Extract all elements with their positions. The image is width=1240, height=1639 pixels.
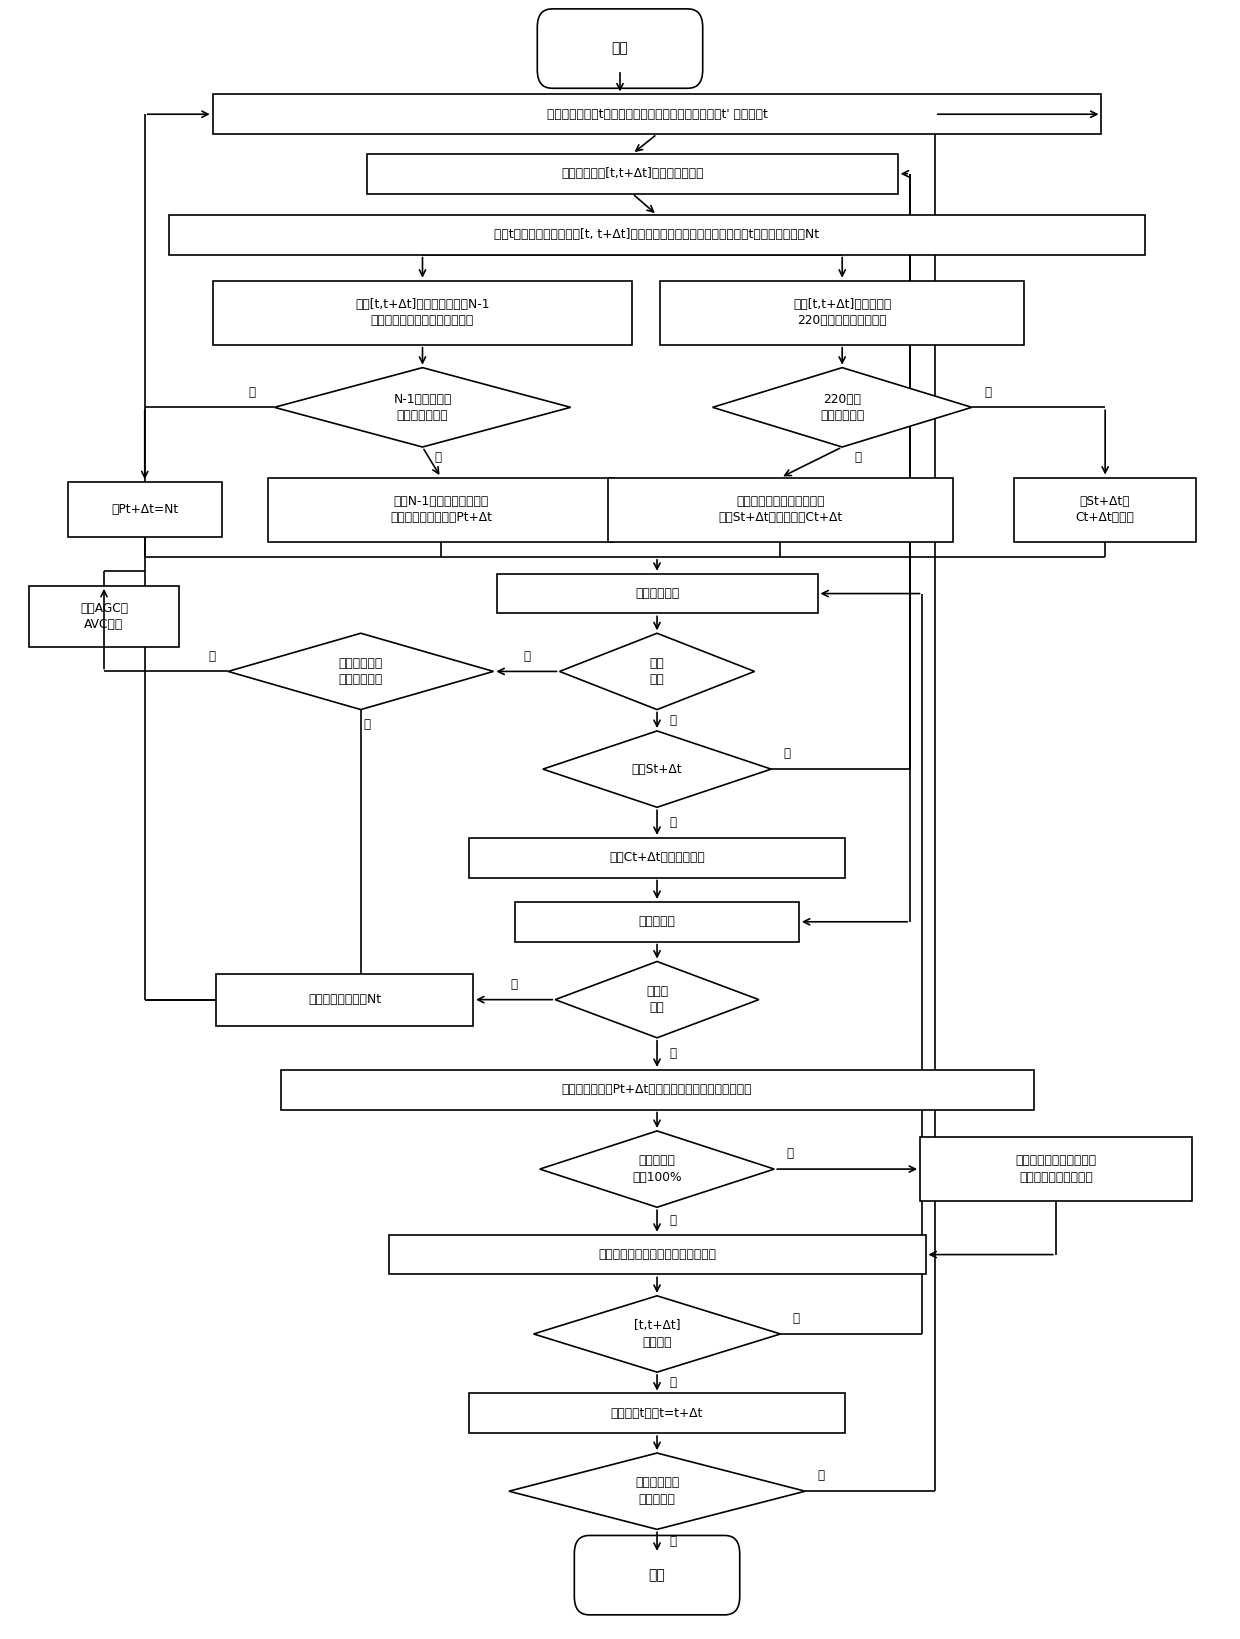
Bar <box>388 1234 925 1275</box>
Text: 否: 否 <box>784 747 791 760</box>
Polygon shape <box>533 1296 780 1372</box>
Polygon shape <box>713 367 972 447</box>
Text: 发生
故障: 发生 故障 <box>650 657 665 687</box>
Text: 调度人员人工
改变电网状态: 调度人员人工 改变电网状态 <box>339 657 383 687</box>
Text: 是: 是 <box>670 1536 676 1549</box>
Text: 进行人工校核，调度员调整柔直出力: 进行人工校核，调度员调整柔直出力 <box>598 1247 715 1260</box>
Text: 是: 是 <box>670 713 676 726</box>
Text: 否: 否 <box>985 385 991 398</box>
Text: 是: 是 <box>786 1147 794 1160</box>
Text: 否: 否 <box>817 1470 825 1482</box>
Bar <box>496 574 817 613</box>
Polygon shape <box>543 731 771 808</box>
Text: 开始: 开始 <box>611 41 629 56</box>
Text: 自动重合闸: 自动重合闸 <box>639 915 676 928</box>
Bar <box>660 280 1024 344</box>
Polygon shape <box>508 1454 805 1529</box>
Text: 是: 是 <box>670 816 676 829</box>
Text: 设定当前时刻为t，采用故障处理后或人工调节后时间t' 更新时刻t: 设定当前时刻为t，采用故障处理后或人工调节后时间t' 更新时刻t <box>547 108 768 121</box>
Polygon shape <box>228 633 494 710</box>
Text: 否: 否 <box>792 1313 800 1326</box>
Bar <box>268 477 614 541</box>
Text: 属于St+Δt: 属于St+Δt <box>631 762 682 775</box>
Text: 扫描[t,t+Δt]时段内所有设备N-1
校验后的过载情况以及电压水平: 扫描[t,t+Δt]时段内所有设备N-1 校验后的过载情况以及电压水平 <box>355 298 490 328</box>
Bar <box>608 477 954 541</box>
Text: 计算N-1后柔直出力需求，
形成潮流控制预案集Pt+Δt: 计算N-1后柔直出力需求， 形成潮流控制预案集Pt+Δt <box>391 495 492 524</box>
Text: 开始下一时段[t,t+Δt]的运行调度分析: 开始下一时段[t,t+Δt]的运行调度分析 <box>560 167 703 180</box>
Text: 否: 否 <box>670 1047 676 1060</box>
Text: 否: 否 <box>249 385 255 398</box>
Bar <box>469 838 846 877</box>
Bar <box>1014 477 1197 541</box>
Text: 是: 是 <box>208 649 216 662</box>
Text: 读取t时刻电网结构，存储[t, t+Δt]时段典型时间断面的电网数据，存储t时刻柔直出力为Nt: 读取t时刻电网结构，存储[t, t+Δt]时段典型时间断面的电网数据，存储t时刻… <box>495 228 820 241</box>
Polygon shape <box>559 633 755 710</box>
Text: 是: 是 <box>511 978 517 992</box>
Polygon shape <box>556 962 759 1037</box>
Text: 柔直执行输出指令Nt: 柔直执行输出指令Nt <box>309 993 381 1006</box>
Text: N-1校验后设备
过载或电压越限: N-1校验后设备 过载或电压越限 <box>393 393 451 423</box>
Text: 主变负载率
超过100%: 主变负载率 超过100% <box>632 1154 682 1183</box>
Bar <box>367 154 898 193</box>
Text: 是: 是 <box>854 451 862 464</box>
Bar <box>515 901 799 942</box>
Bar <box>68 482 222 538</box>
Text: 切除故障，根据Pt+Δt调节柔直的有功、无功功率出力: 切除故障，根据Pt+Δt调节柔直的有功、无功功率出力 <box>562 1083 753 1096</box>
Bar <box>216 974 474 1026</box>
Text: 重合闸
成功: 重合闸 成功 <box>646 985 668 1015</box>
Text: 否: 否 <box>523 649 529 662</box>
Text: 是: 是 <box>435 451 441 464</box>
Bar <box>170 215 1145 254</box>
Text: 220千伏
母线短路超标: 220千伏 母线短路超标 <box>820 393 864 423</box>
Text: 更新AGC、
AVC数据: 更新AGC、 AVC数据 <box>79 602 128 631</box>
Bar <box>469 1393 846 1432</box>
Text: 调度员下达进一步调度指
令，缓解主变过载问题: 调度员下达进一步调度指 令，缓解主变过载问题 <box>1016 1154 1096 1183</box>
Text: 计算[t,t+Δt]时段内所有
220千伏母线的短路水平: 计算[t,t+Δt]时段内所有 220千伏母线的短路水平 <box>794 298 892 328</box>
FancyBboxPatch shape <box>537 8 703 89</box>
Bar <box>212 280 632 344</box>
Text: 否: 否 <box>363 718 371 731</box>
Text: 更新时间t，令t=t+Δt: 更新时间t，令t=t+Δt <box>611 1406 703 1419</box>
FancyBboxPatch shape <box>574 1536 740 1614</box>
Bar <box>280 1070 1033 1110</box>
Text: 否: 否 <box>670 1214 676 1228</box>
Bar <box>29 585 180 647</box>
Text: 令St+Δt、
Ct+Δt为空集: 令St+Δt、 Ct+Δt为空集 <box>1075 495 1135 524</box>
Text: 结束: 结束 <box>649 1569 666 1582</box>
Bar <box>920 1137 1192 1201</box>
Text: 循环检测故障: 循环检测故障 <box>635 587 680 600</box>
Bar <box>212 95 1101 134</box>
Text: 形成需柔直限制出力的故障
范围St+Δt及控制预案Ct+Δt: 形成需柔直限制出力的故障 范围St+Δt及控制预案Ct+Δt <box>718 495 843 524</box>
Text: 令Pt+Δt=Nt: 令Pt+Δt=Nt <box>112 503 179 516</box>
Text: [t,t+Δt]
时段结束: [t,t+Δt] 时段结束 <box>634 1319 681 1349</box>
Polygon shape <box>539 1131 774 1208</box>
Text: 根据Ct+Δt限制柔直出力: 根据Ct+Δt限制柔直出力 <box>609 851 704 864</box>
Text: 调度员下令运
行分析结束: 调度员下令运 行分析结束 <box>635 1477 680 1506</box>
Text: 是: 是 <box>670 1377 676 1390</box>
Polygon shape <box>274 367 570 447</box>
